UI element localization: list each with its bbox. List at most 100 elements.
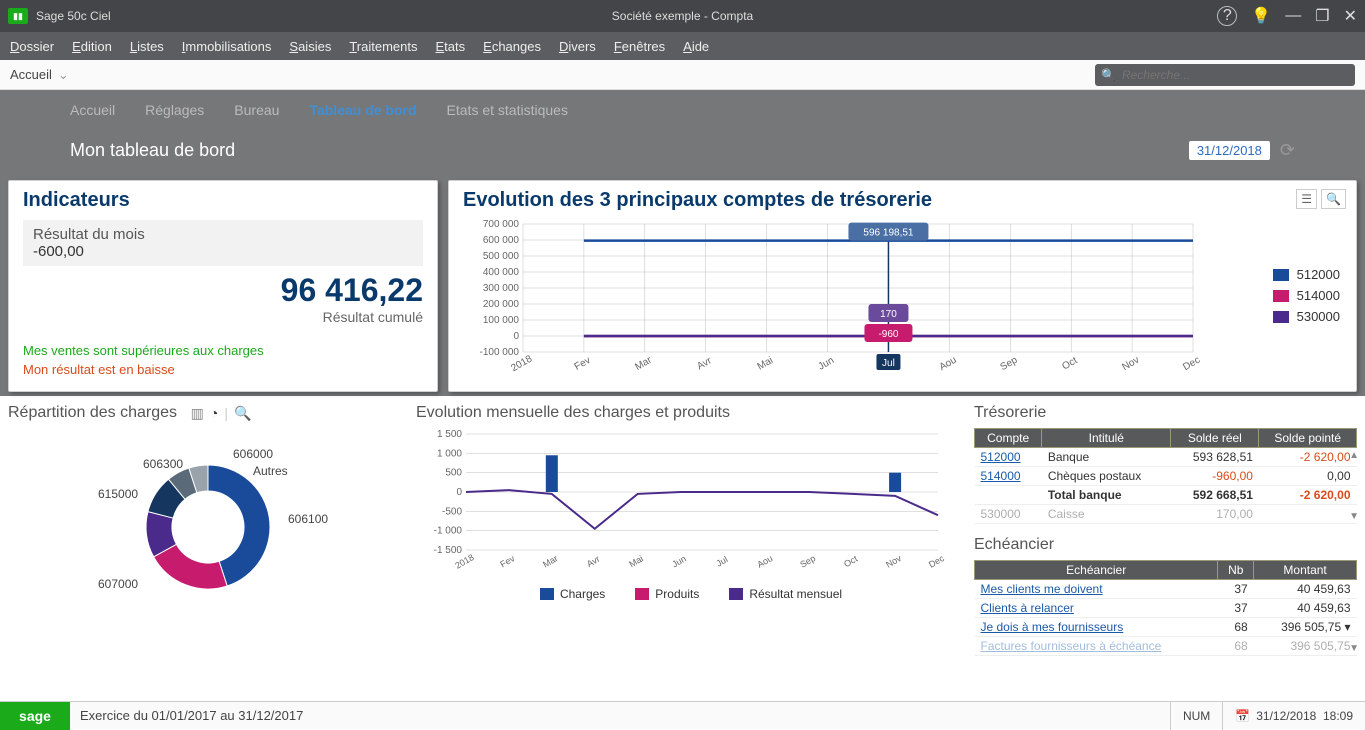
tab-réglages[interactable]: Réglages	[145, 102, 204, 118]
titlebar: ▮▮ Sage 50c Ciel Société exemple - Compt…	[0, 0, 1365, 32]
help-icon[interactable]: ?	[1217, 6, 1237, 26]
legend-item-charges[interactable]: Charges	[540, 587, 605, 601]
montant-cell: 396 505,75 ▾	[1254, 618, 1357, 637]
menu-fenêtres[interactable]: Fenêtres	[614, 39, 665, 54]
breadcrumb-home[interactable]: Accueil	[10, 67, 52, 82]
echeancier-cell[interactable]: Clients à relancer	[975, 599, 1218, 618]
compte-cell[interactable]: 512000	[975, 448, 1042, 467]
echeancier-cell[interactable]: Mes clients me doivent	[975, 580, 1218, 599]
svg-text:600 000: 600 000	[483, 235, 520, 246]
pie-label-615000: 615000	[98, 487, 138, 501]
echeancier-cell[interactable]: Factures fournisseurs à échéance	[975, 637, 1218, 656]
legend-item-512000[interactable]: 512000	[1273, 267, 1340, 282]
indicateurs-title: Indicateurs	[23, 189, 423, 212]
menu-aide[interactable]: Aide	[683, 39, 709, 54]
monthly-bar-chart[interactable]: 1 5001 0005000-500-1 000-1 5002018FevMar…	[416, 428, 946, 578]
menu-etats[interactable]: Etats	[436, 39, 466, 54]
pie-title: Répartition des charges	[8, 404, 177, 421]
svg-text:Aou: Aou	[938, 355, 959, 373]
page-title: Mon tableau de bord	[70, 140, 235, 161]
svg-text:500: 500	[445, 468, 462, 479]
intitule-cell: Caisse	[1042, 505, 1171, 524]
chart-bar-mode-icon[interactable]: ▥	[191, 405, 204, 422]
chart-zoom-icon[interactable]: 🔍	[1321, 189, 1346, 209]
minimize-button[interactable]: —	[1285, 7, 1301, 25]
legend-item-produits[interactable]: Produits	[635, 587, 699, 601]
page-date[interactable]: 31/12/2018	[1189, 141, 1270, 160]
tresorerie-table[interactable]: CompteIntituléSolde réelSolde pointé5120…	[974, 428, 1357, 524]
indicateur-note-negative: Mon résultat est en baisse	[23, 362, 423, 377]
svg-text:Avr: Avr	[695, 355, 714, 372]
menu-saisies[interactable]: Saisies	[289, 39, 331, 54]
svg-text:Sep: Sep	[999, 354, 1020, 373]
indicateur-note-positive: Mes ventes sont supérieures aux charges	[23, 343, 423, 358]
montant-cell: 40 459,63	[1254, 580, 1357, 599]
status-exercise: Exercice du 01/01/2017 au 31/12/2017	[70, 708, 313, 723]
nb-cell: 37	[1218, 599, 1254, 618]
svg-text:Dec: Dec	[1181, 355, 1202, 373]
nb-cell: 37	[1218, 580, 1254, 599]
scroll-down-icon[interactable]: ▼	[1349, 643, 1359, 654]
svg-text:Nov: Nov	[884, 553, 903, 570]
idea-icon[interactable]: 💡	[1251, 6, 1271, 26]
tab-etats-et-statistiques[interactable]: Etats et statistiques	[447, 102, 568, 118]
search-box[interactable]: 🔍	[1095, 64, 1355, 86]
chart-legend-toggle-icon[interactable]: ☰	[1296, 189, 1317, 209]
intitule-cell: Total banque	[1042, 486, 1171, 505]
menu-echanges[interactable]: Echanges	[483, 39, 541, 54]
legend-item-résultat-mensuel[interactable]: Résultat mensuel	[729, 587, 842, 601]
nb-cell: 68	[1218, 618, 1254, 637]
tab-accueil[interactable]: Accueil	[70, 102, 115, 118]
calendar-icon[interactable]: 📅	[1235, 709, 1250, 723]
svg-text:-960: -960	[878, 329, 898, 340]
svg-text:Mar: Mar	[541, 553, 559, 569]
tab-row: Accueil Réglages Bureau Tableau de bord Etat…	[0, 90, 1365, 130]
svg-text:Jul: Jul	[714, 554, 729, 568]
scroll-up-icon[interactable]: ▲	[1349, 450, 1359, 461]
search-input[interactable]	[1122, 68, 1349, 82]
menu-dossier[interactable]: Dossier	[10, 39, 54, 54]
svg-text:1 000: 1 000	[437, 448, 462, 459]
svg-text:Fev: Fev	[498, 553, 516, 569]
nb-cell: 68	[1218, 637, 1254, 656]
svg-text:Aou: Aou	[755, 553, 774, 570]
refresh-icon[interactable]: ⟳	[1280, 140, 1295, 161]
menu-edition[interactable]: Edition	[72, 39, 112, 54]
svg-text:700 000: 700 000	[483, 220, 520, 230]
chevron-down-icon[interactable]: ⌄	[58, 67, 69, 83]
chart-zoom-icon[interactable]: 🔍	[234, 405, 251, 422]
status-time: 18:09	[1323, 709, 1353, 723]
scroll-down-icon[interactable]: ▼	[1349, 511, 1359, 522]
menu-immobilisations[interactable]: Immobilisations	[182, 39, 272, 54]
menu-divers[interactable]: Divers	[559, 39, 596, 54]
menu-traitements[interactable]: Traitements	[349, 39, 417, 54]
solde-pointe-cell: 0,00	[1259, 467, 1357, 486]
legend-item-514000[interactable]: 514000	[1273, 288, 1340, 303]
close-button[interactable]: ✕	[1344, 6, 1357, 26]
echeancier-cell[interactable]: Je dois à mes fournisseurs	[975, 618, 1218, 637]
app-name: Sage 50c Ciel	[36, 9, 111, 23]
tab-tableau-de-bord[interactable]: Tableau de bord	[309, 102, 416, 118]
legend-item-530000[interactable]: 530000	[1273, 309, 1340, 324]
tresorerie-table-title: Trésorerie	[974, 404, 1357, 422]
compte-cell: 530000	[975, 505, 1042, 524]
compte-cell[interactable]: 514000	[975, 467, 1042, 486]
svg-text:0: 0	[513, 331, 519, 342]
tresorerie-line-chart[interactable]: 700 000600 000500 000400 000300 000200 0…	[463, 220, 1203, 380]
maximize-button[interactable]: ❐	[1315, 6, 1329, 26]
statusbar: sage Exercice du 01/01/2017 au 31/12/201…	[0, 701, 1365, 729]
solde-reel-cell: 592 668,51	[1171, 486, 1259, 505]
svg-text:-500: -500	[442, 506, 462, 517]
svg-text:1 500: 1 500	[437, 429, 462, 440]
menu-listes[interactable]: Listes	[130, 39, 164, 54]
svg-text:0: 0	[456, 487, 462, 498]
svg-text:170: 170	[880, 309, 897, 320]
resultat-cumule-label: Résultat cumulé	[23, 309, 423, 325]
echeancier-table-title: Echéancier	[974, 536, 1357, 554]
charges-donut-chart[interactable]	[8, 422, 388, 612]
echeancier-table[interactable]: EchéancierNbMontantMes clients me doiven…	[974, 560, 1357, 656]
svg-text:Dec: Dec	[927, 553, 946, 570]
solde-pointe-cell: -2 620,00	[1259, 448, 1357, 467]
tab-bureau[interactable]: Bureau	[234, 102, 279, 118]
chart-pie-mode-icon[interactable]: ◔	[210, 405, 218, 422]
